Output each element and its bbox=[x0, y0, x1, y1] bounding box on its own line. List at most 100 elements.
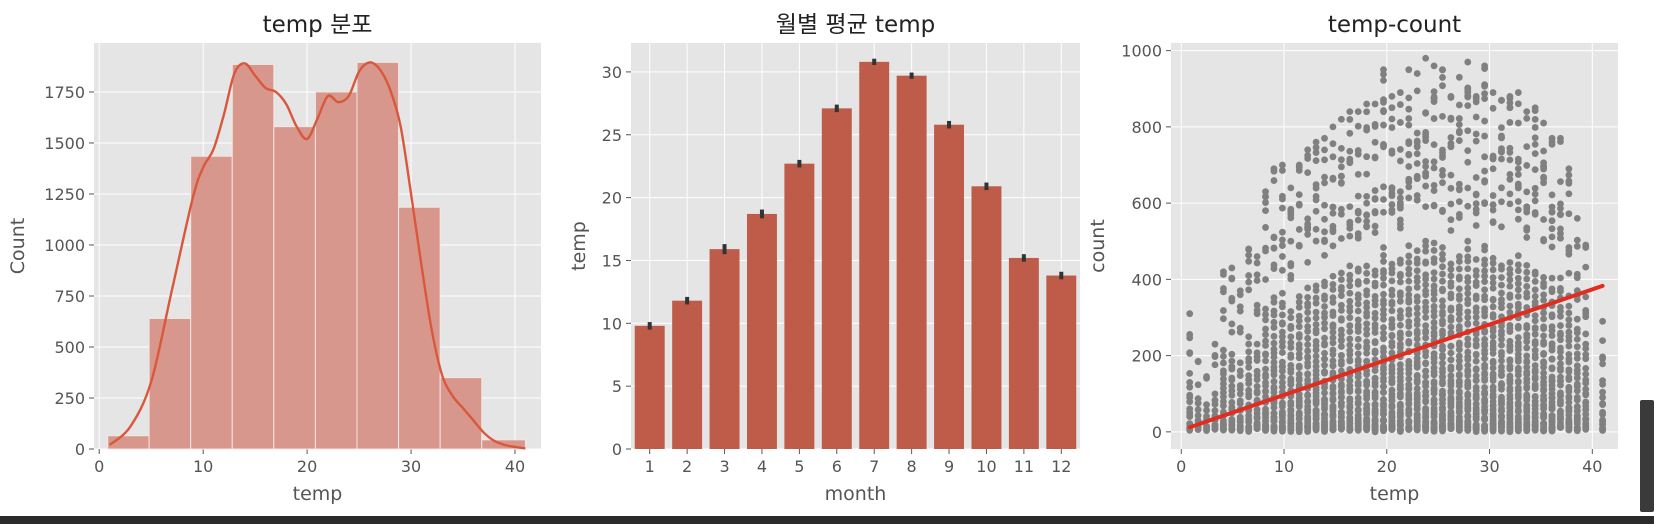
scatter-point bbox=[1329, 294, 1337, 302]
scatter-point bbox=[1439, 250, 1446, 258]
scatter-point bbox=[1304, 397, 1312, 405]
scatter-point bbox=[1489, 284, 1497, 292]
scatter-point bbox=[1304, 376, 1312, 384]
x-tick-label: 6 bbox=[832, 457, 842, 476]
y-tick-label: 600 bbox=[1131, 194, 1162, 213]
scatter-point bbox=[1228, 382, 1236, 390]
scatter-point bbox=[1312, 144, 1320, 151]
scatter-point bbox=[1422, 158, 1430, 165]
scatter-point bbox=[1439, 285, 1446, 293]
scatter-point bbox=[1312, 193, 1320, 200]
scatter-point bbox=[1455, 323, 1463, 330]
scatter-point bbox=[1270, 383, 1278, 391]
scatter-point bbox=[1354, 426, 1362, 433]
scatter-point bbox=[1278, 328, 1286, 336]
scatter-point bbox=[1228, 415, 1236, 423]
scatter-point bbox=[1337, 284, 1345, 291]
scatter-point bbox=[1599, 353, 1606, 361]
scatter-point bbox=[1329, 286, 1337, 293]
scatter-point bbox=[1354, 122, 1362, 130]
scatter-point bbox=[1295, 191, 1303, 199]
scatter-point bbox=[1514, 377, 1522, 385]
scatter-point bbox=[1329, 153, 1337, 161]
scatter-point bbox=[1573, 393, 1581, 401]
scatter-point bbox=[1464, 127, 1472, 135]
x-tick-label: 40 bbox=[505, 457, 525, 476]
scatter-point bbox=[1380, 334, 1387, 342]
scatter-point bbox=[1531, 184, 1539, 192]
scatter-point bbox=[1262, 388, 1269, 395]
scatter-point bbox=[1363, 269, 1371, 277]
scatter-point bbox=[1371, 293, 1379, 300]
scatter-point bbox=[1371, 321, 1379, 328]
scatter-point bbox=[1380, 297, 1387, 304]
scatter-point bbox=[1321, 228, 1328, 236]
scatter-point bbox=[1321, 201, 1328, 209]
scatter-point bbox=[1278, 349, 1286, 356]
scatter-point bbox=[1321, 349, 1328, 357]
scatter-point bbox=[1540, 274, 1548, 281]
scatter-point bbox=[1329, 228, 1337, 236]
scrollbar-thumb[interactable] bbox=[1640, 400, 1654, 512]
scatter-point bbox=[1287, 351, 1295, 359]
scatter-point bbox=[1430, 275, 1438, 283]
scatter-point bbox=[1540, 403, 1548, 410]
scatter-point bbox=[1481, 177, 1489, 185]
scatter-point bbox=[1287, 208, 1295, 215]
scatter-point bbox=[1548, 134, 1556, 142]
scatter-point bbox=[1582, 263, 1590, 271]
scatter-point bbox=[1354, 291, 1362, 299]
scatter-point bbox=[1312, 398, 1320, 405]
scatter-point bbox=[1573, 350, 1581, 358]
scatter-point bbox=[1220, 307, 1227, 314]
scatter-point bbox=[1557, 373, 1564, 381]
scatter-point bbox=[1489, 303, 1497, 311]
scatter-point bbox=[1270, 378, 1278, 385]
scatter-point bbox=[1439, 74, 1446, 81]
scatter-point bbox=[1337, 352, 1345, 359]
scatter-point bbox=[1380, 183, 1387, 191]
x-tick-label: 20 bbox=[297, 457, 317, 476]
scatter-point bbox=[1396, 278, 1404, 286]
scatter-point bbox=[1396, 119, 1404, 126]
scatter-point bbox=[1582, 330, 1590, 338]
scatter-point bbox=[1472, 256, 1480, 263]
scatter-point bbox=[1447, 394, 1455, 401]
scatter-point bbox=[1346, 314, 1354, 322]
scatter-point bbox=[1531, 298, 1539, 306]
scatter-point bbox=[1312, 207, 1320, 215]
scatter-point bbox=[1321, 146, 1328, 154]
scatter-point bbox=[1312, 237, 1320, 245]
scatter-point bbox=[1439, 167, 1446, 174]
scatter-point bbox=[1354, 321, 1362, 329]
scatter-point bbox=[1523, 283, 1531, 290]
scatter-point bbox=[1262, 357, 1269, 365]
scatter-point bbox=[1321, 368, 1328, 376]
scatter-point bbox=[1430, 307, 1438, 315]
scatter-point bbox=[1531, 366, 1539, 374]
scatter-point bbox=[1211, 390, 1219, 398]
scatter-point bbox=[1489, 274, 1497, 282]
scatter-point bbox=[1186, 349, 1194, 357]
scatter-point bbox=[1464, 284, 1472, 292]
y-tick-label: 25 bbox=[602, 126, 622, 145]
scatter-point bbox=[1278, 379, 1286, 386]
scatter-point bbox=[1295, 390, 1303, 398]
scatter-point bbox=[1523, 224, 1531, 232]
scatter-point bbox=[1523, 108, 1531, 116]
scatter-point bbox=[1531, 362, 1539, 369]
x-tick-label: 10 bbox=[193, 457, 213, 476]
scatter-point bbox=[1573, 270, 1581, 278]
scatter-point bbox=[1220, 367, 1227, 375]
scatter-point bbox=[1371, 400, 1379, 408]
scatter-point bbox=[1262, 379, 1269, 387]
scatter-point bbox=[1498, 380, 1505, 387]
scatter-point bbox=[1489, 364, 1497, 372]
scatter-point bbox=[1439, 146, 1446, 154]
scatter-point bbox=[1329, 390, 1337, 398]
scatter-point bbox=[1329, 321, 1337, 329]
y-tick-label: 500 bbox=[54, 338, 85, 357]
scatter-point bbox=[1220, 315, 1227, 323]
scatter-point bbox=[1413, 274, 1421, 281]
scatter-point bbox=[1380, 281, 1387, 289]
